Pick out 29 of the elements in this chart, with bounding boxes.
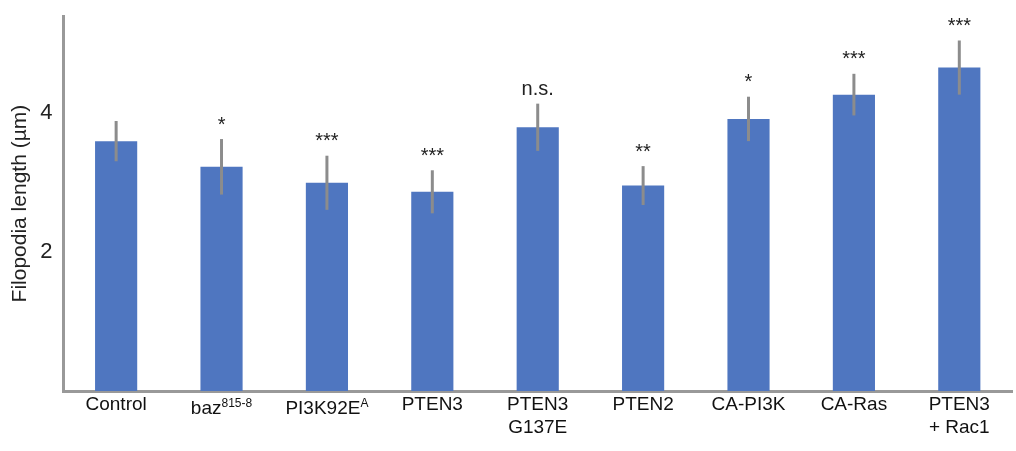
bar (516, 127, 559, 391)
bar (938, 67, 981, 391)
bar (727, 118, 770, 391)
x-tick-label: PTEN3 (401, 392, 463, 415)
x-tick-label: CA-Ras (820, 392, 888, 415)
y-tick-label: 2 (40, 238, 53, 264)
y-tick-label: 4 (40, 99, 53, 125)
annotation: * (217, 112, 226, 135)
annotation: *** (420, 143, 445, 166)
y-axis-title: Filopodia length (µm) (7, 104, 31, 303)
x-tick-label: PTEN3 G137E (507, 392, 569, 438)
bar (411, 191, 454, 391)
bar (832, 94, 875, 391)
bar (95, 141, 138, 391)
annotation: *** (947, 14, 972, 37)
bar (622, 185, 665, 391)
x-tick-label: CA-PI3K (711, 392, 786, 415)
x-tick-label: Control (85, 392, 147, 415)
x-tick-label: PTEN2 (612, 392, 674, 415)
annotation: *** (842, 47, 866, 70)
annotation: ** (635, 139, 652, 162)
annotation: n.s. (521, 77, 554, 100)
annotation: * (744, 70, 753, 93)
bar (305, 182, 349, 391)
x-tick-label: baz$^{815-8}$ (190, 395, 253, 420)
bar (200, 166, 243, 391)
x-tick-label: PTEN3 + Rac1 (928, 392, 990, 438)
annotation: *** (315, 129, 339, 152)
x-tick-label: PI3K92E$^{A}$ (285, 395, 369, 420)
